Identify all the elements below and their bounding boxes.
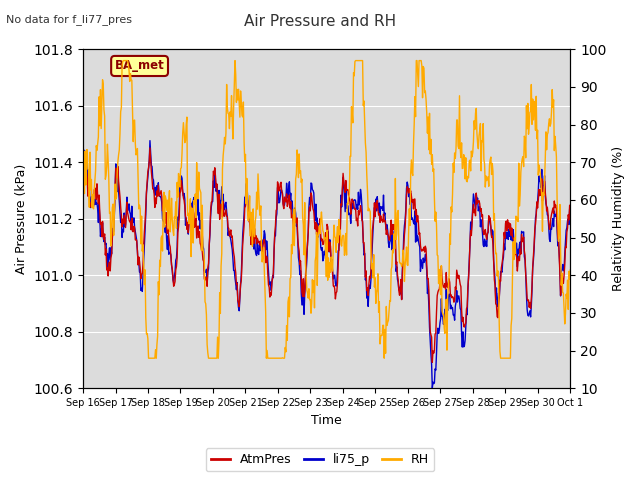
Y-axis label: Relativity Humidity (%): Relativity Humidity (%)	[612, 146, 625, 291]
Y-axis label: Air Pressure (kPa): Air Pressure (kPa)	[15, 164, 28, 274]
Text: Air Pressure and RH: Air Pressure and RH	[244, 14, 396, 29]
Text: No data for f_li77_pres: No data for f_li77_pres	[6, 14, 132, 25]
Text: BA_met: BA_met	[115, 60, 164, 72]
X-axis label: Time: Time	[311, 414, 342, 427]
Legend: AtmPres, li75_p, RH: AtmPres, li75_p, RH	[206, 448, 434, 471]
